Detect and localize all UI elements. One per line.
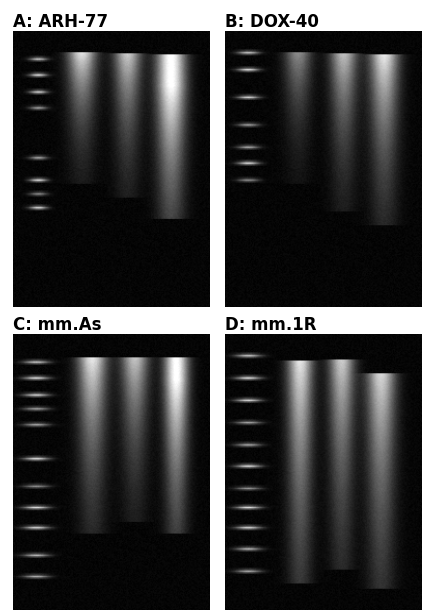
Text: C: mm.As: C: mm.As xyxy=(13,316,101,334)
Text: D: mm.1R: D: mm.1R xyxy=(225,316,316,334)
Text: B: DOX-40: B: DOX-40 xyxy=(225,13,319,31)
Text: A: ARH-77: A: ARH-77 xyxy=(13,13,108,31)
